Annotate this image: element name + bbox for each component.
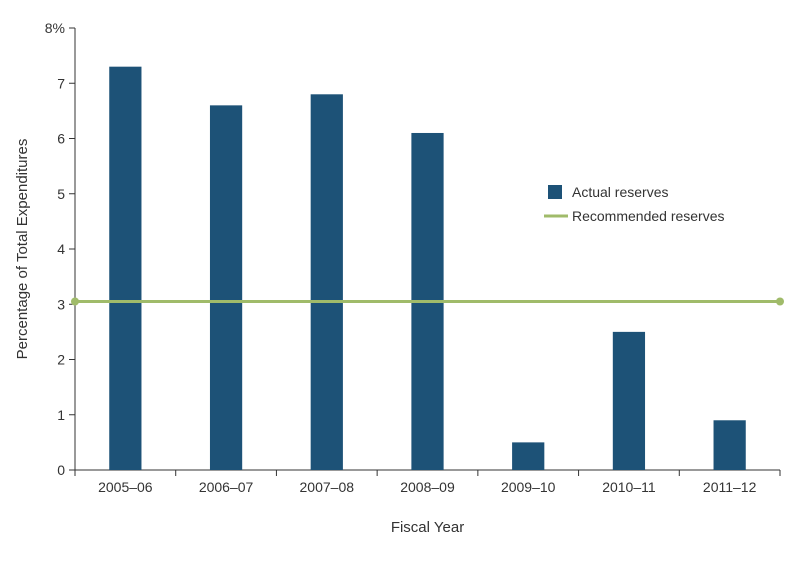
bar <box>613 332 645 470</box>
x-tick-label: 2006–07 <box>199 479 254 495</box>
x-axis-title: Fiscal Year <box>391 519 464 536</box>
y-tick-label: 6 <box>57 131 65 147</box>
y-tick-label: 8% <box>45 20 65 36</box>
y-tick-label: 5 <box>57 186 65 202</box>
legend-swatch <box>548 185 562 199</box>
legend-label: Actual reserves <box>572 184 668 200</box>
x-tick-label: 2011–12 <box>703 479 757 495</box>
bar <box>210 105 242 470</box>
x-tick-label: 2010–11 <box>602 479 656 495</box>
x-tick-label: 2009–10 <box>501 479 556 495</box>
legend-label: Recommended reserves <box>572 208 725 224</box>
bar <box>512 442 544 470</box>
bar <box>109 67 141 470</box>
y-tick-label: 3 <box>57 296 65 312</box>
recommended-line-dot <box>776 297 784 305</box>
bar <box>714 420 746 470</box>
y-tick-label: 0 <box>57 462 65 478</box>
y-tick-label: 7 <box>57 75 65 91</box>
y-tick-label: 1 <box>57 407 65 423</box>
x-tick-label: 2007–08 <box>300 479 355 495</box>
recommended-line-dot <box>71 297 79 305</box>
chart-svg: 0 1 2 3 4 5 6 7 8% 2005–06 2006–07 2007–08 2008–09 20… <box>0 0 800 573</box>
y-tick-label: 2 <box>57 352 65 368</box>
bar <box>311 94 343 470</box>
y-axis-title: Percentage of Total Expenditures <box>14 139 31 360</box>
x-tick-label: 2008–09 <box>400 479 455 495</box>
y-tick-label: 4 <box>57 241 65 257</box>
x-tick-label: 2005–06 <box>98 479 153 495</box>
reserves-chart: 0 1 2 3 4 5 6 7 8% 2005–06 2006–07 2007–08 2008–09 20… <box>0 0 800 573</box>
